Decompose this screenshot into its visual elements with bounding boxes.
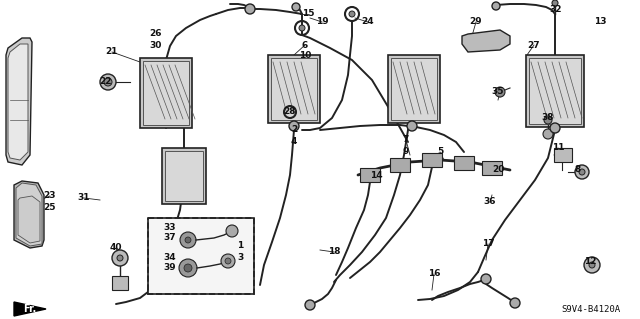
Text: 36: 36 [484,197,496,206]
Polygon shape [462,30,510,52]
Bar [268,55,320,123]
Bar [140,58,192,128]
Bar [388,55,440,123]
Bar [360,168,380,182]
Text: 39: 39 [164,263,176,272]
Text: 14: 14 [370,170,382,180]
Text: 28: 28 [284,108,296,116]
Circle shape [180,232,196,248]
Text: 19: 19 [316,18,328,26]
Text: 22: 22 [100,78,112,86]
Text: 24: 24 [362,18,374,26]
Polygon shape [6,38,32,165]
Text: 4: 4 [291,137,297,146]
Circle shape [117,255,123,261]
Bar [165,151,203,201]
Text: 21: 21 [106,48,118,56]
Text: 31: 31 [77,194,90,203]
Polygon shape [14,181,44,248]
Text: 15: 15 [301,10,314,19]
Text: 27: 27 [528,41,540,49]
Circle shape [225,258,231,264]
Bar [271,58,317,120]
Circle shape [179,259,197,277]
Text: 3: 3 [237,254,243,263]
Text: 2: 2 [291,125,297,135]
Text: S9V4-B4120A: S9V4-B4120A [561,306,620,315]
Text: 10: 10 [299,50,311,60]
Text: 38: 38 [541,114,554,122]
Circle shape [481,274,491,284]
Circle shape [112,250,128,266]
Circle shape [305,300,315,310]
Bar [148,218,254,294]
Text: 37: 37 [164,234,176,242]
Text: 26: 26 [150,29,163,39]
Circle shape [185,237,191,243]
Text: 29: 29 [470,18,483,26]
Bar [391,58,437,120]
Text: 33: 33 [164,224,176,233]
Circle shape [552,0,558,6]
Circle shape [510,298,520,308]
Text: 18: 18 [328,248,340,256]
Circle shape [550,123,560,133]
Text: 35: 35 [492,87,504,97]
Text: 16: 16 [428,270,440,278]
Text: 32: 32 [550,5,563,14]
Circle shape [100,74,116,90]
Circle shape [492,2,500,10]
Polygon shape [8,44,28,160]
Text: 34: 34 [164,254,176,263]
Circle shape [495,87,505,97]
Circle shape [245,4,255,14]
Bar [526,55,584,127]
Text: 40: 40 [109,243,122,253]
Circle shape [575,165,589,179]
Circle shape [226,225,238,237]
Circle shape [579,169,585,175]
Bar [148,218,254,294]
Circle shape [407,121,417,131]
Bar [162,148,206,204]
Polygon shape [14,302,46,316]
Text: 30: 30 [150,41,162,50]
Circle shape [543,129,553,139]
Circle shape [221,254,235,268]
Circle shape [184,264,192,272]
Bar [112,276,128,290]
Text: 5: 5 [437,147,443,157]
Text: 20: 20 [492,166,504,174]
Text: 7: 7 [403,136,409,145]
Bar [454,156,474,170]
Circle shape [584,257,600,273]
Circle shape [299,25,305,31]
Bar [422,153,442,167]
Polygon shape [16,183,42,246]
Bar [143,61,189,125]
Text: 25: 25 [44,204,56,212]
Circle shape [289,121,299,131]
Circle shape [292,3,300,11]
Polygon shape [18,196,40,243]
Text: 6: 6 [302,41,308,49]
Text: 11: 11 [552,144,564,152]
Circle shape [589,262,595,268]
Text: 17: 17 [482,240,494,249]
Text: 13: 13 [594,18,606,26]
Text: 12: 12 [584,257,596,266]
Circle shape [544,116,552,124]
Bar [554,148,572,162]
Bar [529,58,581,124]
Circle shape [104,78,112,86]
Bar [482,161,502,175]
Text: Fr.: Fr. [24,304,36,314]
Text: 8: 8 [575,166,581,174]
Text: 9: 9 [403,147,409,157]
Bar [390,158,410,172]
Text: 1: 1 [237,241,243,250]
Circle shape [349,11,355,17]
Text: 23: 23 [44,191,56,201]
